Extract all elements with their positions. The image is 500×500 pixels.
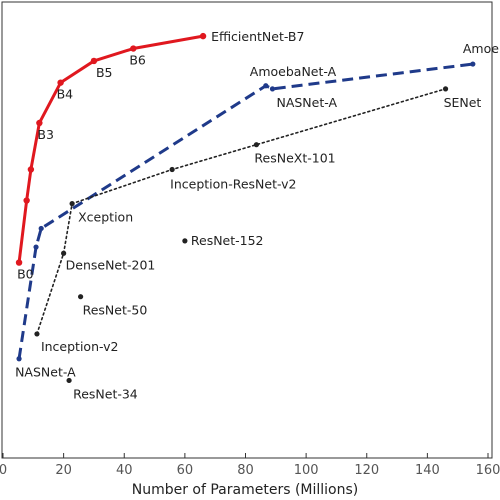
- x-ticks: 0 20 40 60 80 100 120 140 160: [0, 453, 500, 478]
- efficientnet-point: [15, 259, 23, 266]
- others-point-label: ResNet-152: [191, 233, 264, 248]
- x-tick-label: 60: [177, 463, 194, 478]
- handcrafted-point-label: SENet: [444, 95, 482, 110]
- nas-point-label: NASNet-A: [15, 365, 76, 380]
- efficientnet-point-label: B6: [129, 53, 146, 68]
- efficientnet-point-label: B4: [57, 87, 74, 102]
- handcrafted-point: [442, 86, 449, 92]
- efficientnet-point: [27, 166, 35, 173]
- nas-point-label: NASNet-A: [276, 95, 337, 110]
- nas-point-label: AmoebaNet-A: [250, 64, 337, 79]
- nas-point: [470, 61, 476, 67]
- x-tick-label: 100: [294, 463, 319, 478]
- efficientnet-point: [130, 45, 137, 52]
- x-axis-title: Number of Parameters (Millions): [132, 482, 359, 498]
- efficientnet-point-label: B5: [96, 65, 113, 80]
- plot-frame: [1, 1, 493, 459]
- nas-point: [263, 83, 269, 89]
- handcrafted-point-label: Inception-ResNet-v2: [170, 177, 296, 192]
- others-point-label: ResNet-34: [73, 386, 138, 401]
- others-point: [66, 377, 72, 384]
- others-point-label: ResNet-50: [83, 303, 148, 318]
- nas-point: [38, 225, 44, 232]
- efficientnet-point: [57, 79, 64, 86]
- efficientnet-point-label: B0: [17, 267, 34, 282]
- efficientnet-point: [90, 57, 98, 65]
- handcrafted-point-label: Xception: [78, 210, 133, 225]
- x-tick-label: 160: [476, 463, 500, 478]
- x-tick-label: 0: [0, 463, 7, 478]
- handcrafted-point-label: DenseNet-201: [66, 257, 156, 272]
- nas-point: [16, 356, 22, 362]
- handcrafted-point: [169, 166, 175, 173]
- series-points: [15, 32, 476, 384]
- x-tick-label: 20: [55, 463, 72, 478]
- others-point: [182, 238, 188, 244]
- nas-point: [269, 86, 276, 92]
- point-labels: B0 B3 B4 B5 B6 EfficientNet-B7 NASNet-A AmoebaN…: [15, 29, 500, 401]
- handcrafted-point: [69, 201, 75, 207]
- handcrafted-point-label: Inception-v2: [41, 339, 119, 354]
- efficientnet-line: [17, 34, 204, 263]
- x-tick-label: 120: [354, 463, 379, 478]
- handcrafted-point: [34, 331, 40, 337]
- others-point: [78, 294, 84, 300]
- handcrafted-point-label: ResNeXt-101: [254, 151, 335, 166]
- nas-point: [33, 244, 39, 250]
- efficientnet-point: [36, 119, 43, 127]
- efficientnet-point-label: EfficientNet-B7: [211, 29, 304, 44]
- efficientnet-point: [23, 197, 30, 204]
- nas-point-label: AmoebaNet-C: [463, 41, 500, 56]
- nas-line: [17, 62, 474, 359]
- handcrafted-point: [253, 142, 260, 148]
- efficientnet-point-label: B3: [37, 127, 54, 142]
- x-tick-label: 140: [415, 463, 440, 478]
- x-tick-label: 80: [237, 463, 254, 478]
- handcrafted-line: [36, 88, 447, 335]
- x-tick-label: 40: [116, 463, 133, 478]
- handcrafted-point: [61, 250, 67, 256]
- efficientnet-point: [199, 32, 207, 40]
- series-lines: [17, 34, 474, 359]
